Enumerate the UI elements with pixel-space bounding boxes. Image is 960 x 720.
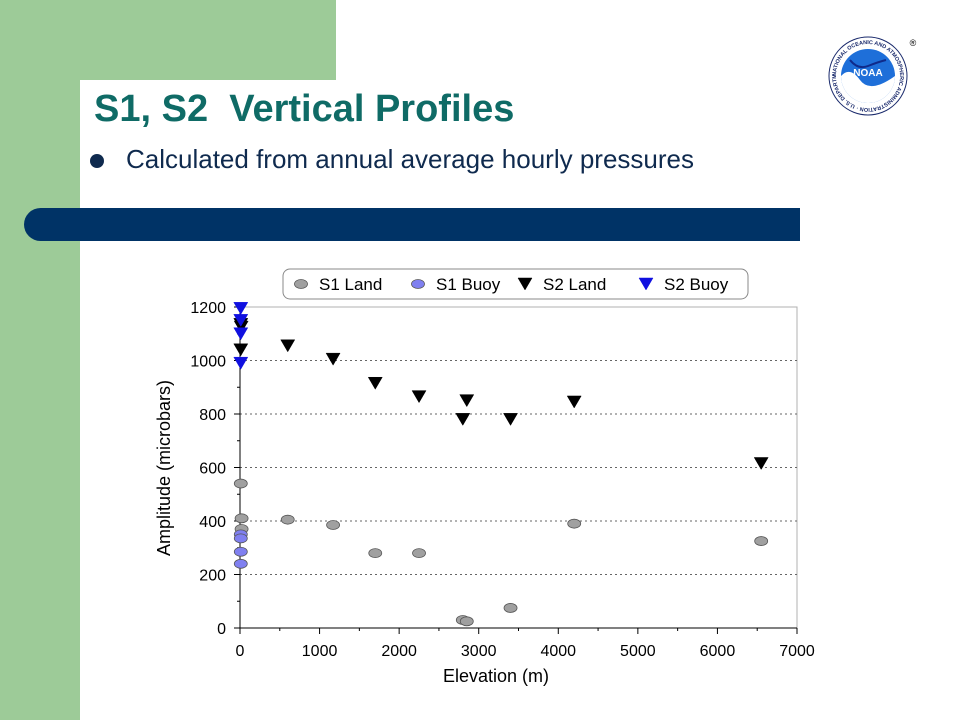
s1-land-point [754, 536, 769, 546]
y-tick-label: 600 [199, 461, 226, 478]
s2-land-point [566, 395, 582, 409]
s2-land-point [325, 352, 341, 366]
s1-land-point [412, 548, 426, 559]
legend-marker [638, 277, 654, 291]
scatter-chart: 0 200 400 600 800 1000 1200 0 1000 2000 3000 4000 50… [154, 268, 815, 686]
s2-land-point [280, 339, 296, 353]
y-tick-label: 200 [199, 568, 226, 585]
s2-buoy-point [233, 314, 249, 327]
s1-land-point [280, 514, 295, 525]
x-tick-label: 3000 [461, 643, 497, 660]
registered-mark: ® [910, 38, 917, 48]
x-tick-label: 4000 [540, 643, 576, 660]
legend-label: S1 Buoy [436, 275, 501, 294]
s1-land-point [233, 478, 248, 489]
y-tick-label: 800 [199, 407, 226, 424]
slide-title: S1, S2 Vertical Profiles [94, 88, 515, 130]
noaa-logo: NATIONAL OCEANIC AND ATMOSPHERIC ADMINIS… [828, 36, 917, 116]
s1-land-point [368, 548, 383, 559]
s1-buoy-point [233, 546, 248, 557]
bullet-dot [90, 154, 104, 168]
x-tick-label: 6000 [700, 643, 736, 660]
left-green-band [0, 0, 80, 720]
s1-land-point [503, 603, 518, 613]
plot-area-border [239, 306, 798, 629]
legend-box [282, 268, 749, 300]
s1-land-point [326, 520, 340, 530]
legend-marker [411, 279, 425, 289]
s1-land-point [567, 518, 582, 529]
y-tick-label: 1200 [190, 300, 226, 317]
y-tick-label: 0 [217, 621, 226, 638]
legend-marker [294, 279, 308, 289]
bullet-text: Calculated from annual average hourly pr… [126, 144, 694, 174]
s2-land-point [233, 343, 249, 357]
y-axis-label: Amplitude (microbars) [154, 380, 174, 556]
s2-land-point [367, 376, 383, 390]
logo-text: NOAA [853, 68, 882, 79]
s2-buoy-point [233, 356, 249, 370]
x-tick-label: 5000 [620, 643, 656, 660]
x-tick-label: 7000 [779, 643, 815, 660]
s2-land-point [455, 413, 471, 426]
s1-land-point [459, 616, 474, 627]
y-tick-label: 1000 [190, 354, 226, 371]
s1-buoy-point [233, 533, 248, 544]
legend-label: S2 Land [543, 275, 606, 294]
x-tick-label: 1000 [302, 643, 338, 660]
s2-land-point [459, 394, 475, 408]
s2-land-point [503, 413, 518, 426]
s2-land-point [411, 390, 427, 404]
x-axis-label: Elevation (m) [443, 666, 549, 686]
s2-land-point [753, 457, 769, 470]
legend-label: S2 Buoy [664, 275, 729, 294]
x-tick-label: 0 [236, 643, 245, 660]
title-divider-bar [24, 208, 800, 241]
y-tick-label: 400 [199, 514, 226, 531]
legend-label: S1 Land [319, 275, 382, 294]
s2-buoy-point [233, 302, 249, 315]
s1-buoy-point [233, 558, 248, 569]
s2-buoy-point [233, 327, 249, 341]
x-tick-label: 2000 [381, 643, 417, 660]
s1-land-point [234, 513, 249, 524]
legend-marker [517, 277, 533, 291]
top-green-band [80, 0, 336, 80]
